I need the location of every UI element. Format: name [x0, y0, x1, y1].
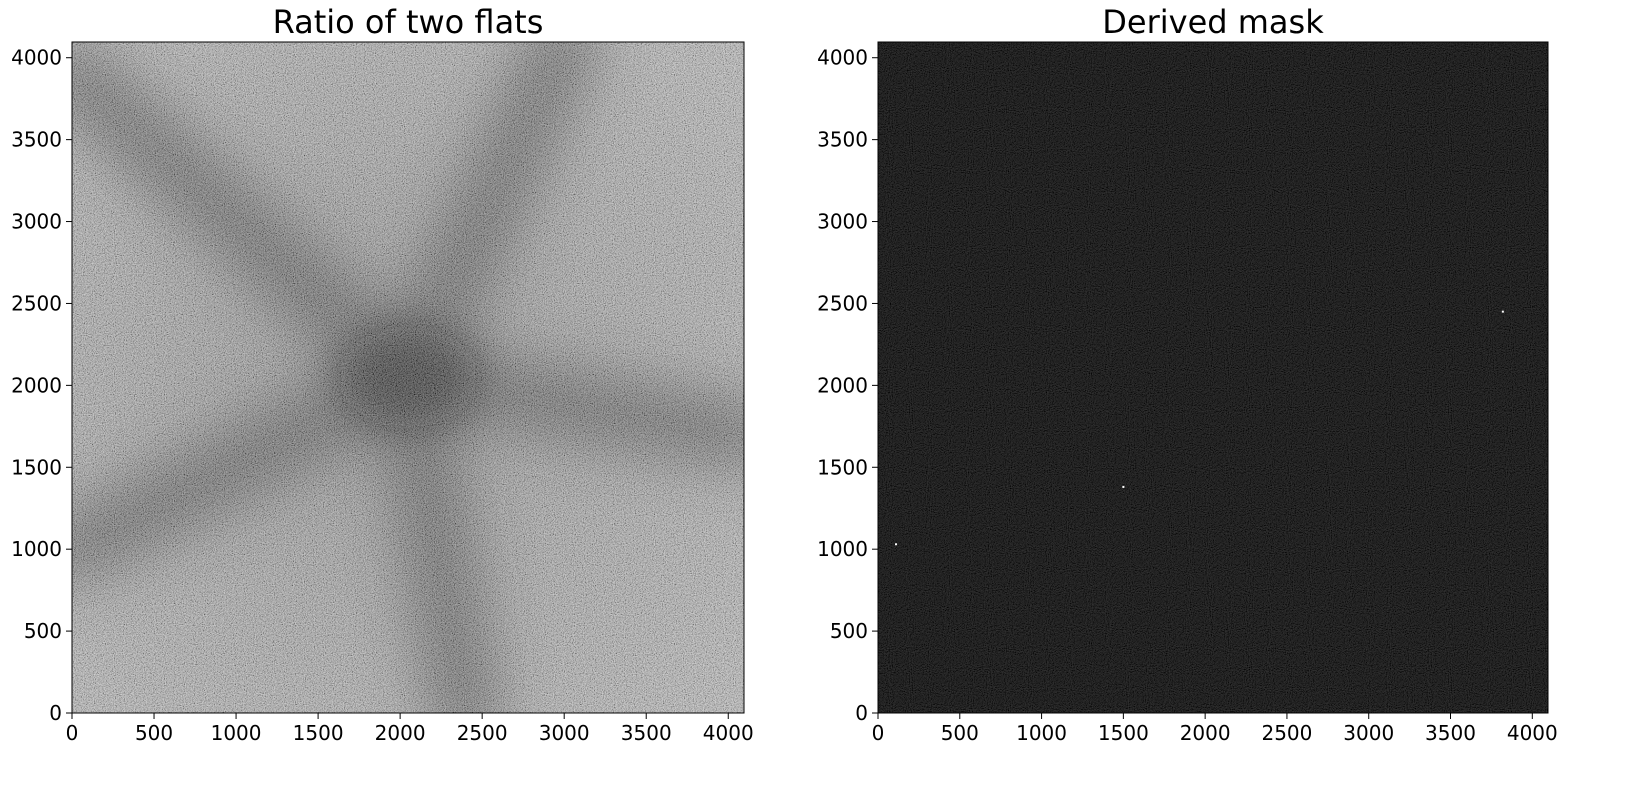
x-tick-label: 4000: [1507, 721, 1558, 745]
x-tick-label: 3500: [1425, 721, 1476, 745]
masked-pixel: [1122, 485, 1125, 488]
y-tick-label: 3500: [817, 128, 868, 152]
x-tick-label: 500: [941, 721, 979, 745]
axes-frame: [71, 41, 745, 714]
masked-pixel: [1501, 310, 1504, 313]
x-tick-label: 0: [66, 721, 79, 745]
x-tick-label: 3000: [1343, 721, 1394, 745]
y-tick-label: 1000: [11, 537, 62, 561]
chart-title: Derived mask: [1102, 3, 1324, 41]
y-tick-label: 0: [855, 701, 868, 725]
y-tick-label: 1500: [11, 455, 62, 479]
axis-ticks: 0 500 1000 1500 2000 2500 3000 3500 4000 0 500 1000…: [11, 46, 754, 745]
x-tick-label: 0: [872, 721, 885, 745]
y-tick-label: 4000: [11, 46, 62, 70]
panel-ratio-of-two-flats: Ratio of two flats 0 500 1000 1500 2000 2500 3…: [11, 3, 754, 745]
y-tick-label: 4000: [817, 46, 868, 70]
x-tick-label: 1500: [293, 721, 344, 745]
x-tick-label: 2000: [1180, 721, 1231, 745]
y-tick-label: 500: [830, 619, 868, 643]
x-tick-label: 4000: [703, 721, 754, 745]
x-tick-label: 3000: [539, 721, 590, 745]
y-tick-label: 3000: [11, 210, 62, 234]
y-tick-label: 1000: [817, 537, 868, 561]
x-tick-label: 2500: [457, 721, 508, 745]
y-tick-label: 2500: [11, 291, 62, 315]
x-tick-label: 1500: [1098, 721, 1149, 745]
panel-derived-mask: Derived mask 0 500 1000 1500 2000 2500 3000 350…: [817, 3, 1558, 745]
heatmap-image: [72, 42, 744, 713]
x-tick-label: 500: [135, 721, 173, 745]
masked-pixels: [894, 310, 1504, 546]
y-tick-label: 3500: [11, 128, 62, 152]
x-tick-label: 3500: [621, 721, 672, 745]
y-tick-label: 2000: [817, 373, 868, 397]
y-tick-label: 2500: [817, 291, 868, 315]
chart-title: Ratio of two flats: [273, 3, 544, 41]
x-tick-label: 1000: [1016, 721, 1067, 745]
y-tick-label: 2000: [11, 373, 62, 397]
x-tick-label: 1000: [211, 721, 262, 745]
x-tick-label: 2000: [375, 721, 426, 745]
mask-image: [878, 42, 1548, 713]
axes-frame: [877, 41, 1549, 714]
y-tick-label: 0: [49, 701, 62, 725]
y-tick-label: 500: [24, 619, 62, 643]
y-tick-label: 1500: [817, 455, 868, 479]
y-tick-label: 3000: [817, 210, 868, 234]
masked-pixel: [894, 543, 897, 546]
x-tick-label: 2500: [1261, 721, 1312, 745]
axis-ticks: 0 500 1000 1500 2000 2500 3000 3500 4000 0 500 1000…: [817, 46, 1558, 745]
